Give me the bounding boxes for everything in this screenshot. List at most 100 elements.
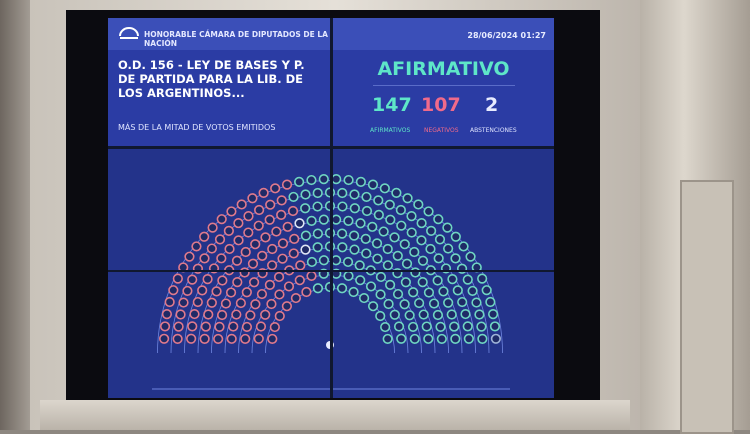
seat-afirmativo [393, 321, 405, 332]
seat-afirmativo [391, 187, 402, 198]
seat-afirmativo [404, 310, 415, 321]
seat-afirmativo [433, 253, 444, 264]
seat-afirmativo [355, 275, 366, 286]
seat-afirmativo [409, 246, 420, 258]
seat-afirmativo [343, 215, 354, 226]
seat-negativo [232, 277, 243, 288]
header-right: 28/06/2024 01:27 [333, 18, 554, 50]
seat-afirmativo [354, 260, 365, 271]
seat-negativo [241, 321, 253, 333]
seat-negativo [213, 333, 224, 345]
seat-negativo [216, 214, 227, 225]
seat-afirmativo [337, 201, 348, 212]
seat-negativo [214, 234, 226, 245]
seat-negativo [231, 255, 243, 266]
seat-afirmativo [434, 234, 446, 245]
seat-afirmativo [382, 260, 393, 271]
seat-negativo [282, 221, 293, 232]
seat-afirmativo [306, 215, 317, 226]
seat-afirmativo [336, 283, 348, 294]
seat-negativo [274, 289, 285, 300]
seat-afirmativo [416, 235, 427, 246]
seat-negativo [214, 321, 225, 332]
seat-negativo [184, 251, 195, 262]
seat-afirmativo [407, 321, 419, 333]
seat-negativo [216, 309, 228, 321]
seat-negativo [200, 321, 211, 332]
seat-afirmativo [457, 296, 468, 308]
seat-negativo [271, 226, 282, 237]
seat-afirmativo [432, 309, 444, 321]
seat-negativo [223, 225, 234, 236]
seat-negativo [168, 285, 179, 296]
seat-afirmativo [306, 174, 317, 186]
seat-negativo [283, 281, 295, 292]
seat-afirmativo [409, 333, 420, 345]
seat-negativo [266, 298, 277, 310]
seat-afirmativo [423, 206, 434, 217]
seat-afirmativo [471, 297, 482, 308]
seat-afirmativo [447, 274, 458, 285]
seat-negativo [226, 206, 237, 217]
seat-afirmativo [401, 258, 413, 269]
seat-negativo [294, 275, 305, 286]
seat-negativo [269, 321, 280, 333]
seat-negativo [235, 297, 246, 309]
seat-afirmativo [300, 203, 311, 214]
seat-afirmativo [423, 333, 434, 344]
seat-afirmativo [423, 287, 435, 298]
seat-negativo [220, 298, 232, 309]
seat-negativo [260, 232, 271, 243]
seat-negativo [186, 333, 197, 344]
vote-display: HONORABLE CÁMARA DE DIPUTADOS DE LA NACI… [108, 18, 554, 398]
seat-afirmativo [474, 309, 485, 320]
seat-afirmativo [312, 242, 323, 253]
seat-abstencion [294, 218, 305, 229]
seat-negativo [199, 231, 210, 242]
seat-afirmativo [312, 283, 324, 294]
seat-afirmativo [416, 217, 427, 229]
seat-negativo [281, 301, 292, 312]
seat-afirmativo [392, 288, 404, 300]
seat-afirmativo [389, 309, 400, 320]
seat-afirmativo [477, 333, 488, 344]
seat-afirmativo [438, 286, 449, 297]
seat-afirmativo [358, 292, 370, 304]
stone-pillar [640, 0, 750, 434]
negativos-label: NEGATIVOS [424, 127, 459, 134]
seat-afirmativo [349, 189, 360, 200]
seat-negativo [306, 270, 317, 282]
seat-afirmativo [288, 191, 299, 203]
seat-afirmativo [417, 255, 429, 266]
seat-negativo [245, 310, 256, 321]
seat-negativo [225, 287, 237, 298]
seat-afirmativo [300, 189, 311, 200]
seat-afirmativo [462, 274, 473, 285]
seat-afirmativo [318, 174, 329, 185]
seat-afirmativo [435, 321, 446, 332]
seat-negativo [264, 279, 275, 290]
seat-afirmativo [392, 250, 403, 261]
seat-afirmativo [312, 228, 323, 239]
vote-datetime: 28/06/2024 01:27 [467, 31, 546, 40]
seat-afirmativo [443, 243, 454, 254]
seat-afirmativo [396, 333, 407, 344]
seat-negativo [192, 296, 203, 308]
afirmativos-label: AFIRMATIVOS [370, 127, 411, 134]
seat-afirmativo [418, 309, 429, 320]
seat-afirmativo [361, 248, 372, 259]
abstenciones-label: ABSTENCIONES [470, 127, 517, 134]
seat-negativo [231, 309, 242, 320]
seat-negativo [217, 275, 228, 286]
seat-negativo [277, 238, 289, 249]
seat-afirmativo [443, 297, 454, 308]
seat-afirmativo [400, 277, 411, 288]
seat-afirmativo [343, 174, 354, 186]
seat-negativo [182, 285, 193, 297]
seat-afirmativo [385, 279, 396, 290]
seat-negativo [270, 183, 281, 194]
seat-afirmativo [417, 277, 428, 288]
seat-negativo [161, 309, 172, 320]
seat-negativo [203, 309, 214, 320]
seat-negativo [206, 297, 217, 308]
